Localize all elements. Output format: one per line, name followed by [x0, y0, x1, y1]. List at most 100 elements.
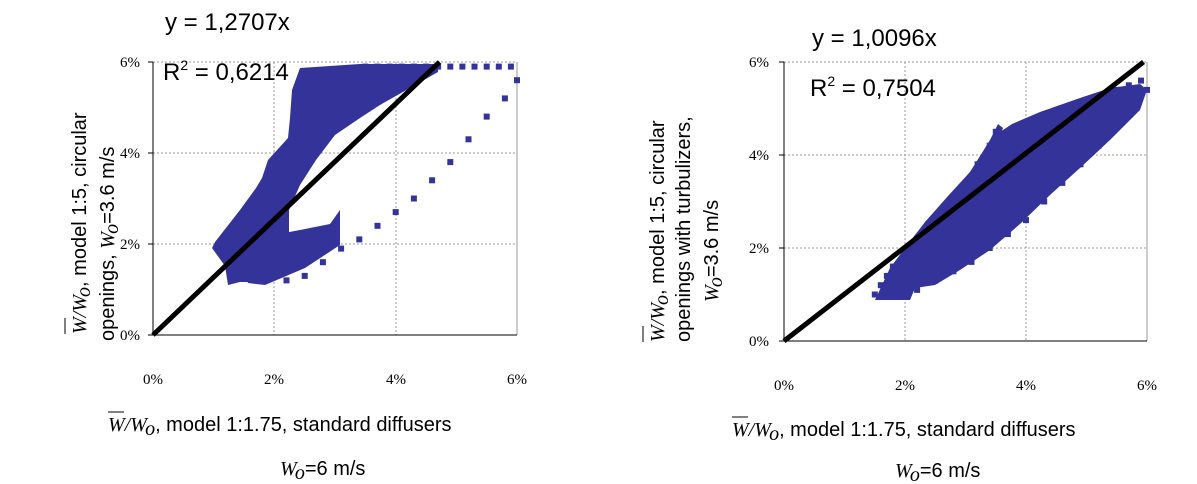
x-label-right-sub-o: o [769, 423, 779, 445]
x-axis-label-right-line1: W/Wo, model 1:1.75, standard diffusers [732, 419, 1076, 445]
data-point-left-37 [410, 195, 417, 202]
y-axis-label-left-line1: W/Wo, model 1:5, circular [69, 112, 95, 334]
data-point-left-43 [301, 272, 308, 279]
x-label-left-text2: =6 m/s [305, 458, 366, 480]
data-point-right-35 [968, 258, 975, 265]
chart-left: 6% 4% 2% 0% 0% 2% 4% 6% y = 1,2707x R2 =… [64, 9, 527, 484]
y-label-left-text2b: =3.6 m/s [97, 147, 119, 224]
y-tick-label-0-left: 0% [120, 328, 140, 344]
plot-area-left [148, 60, 520, 337]
y-label-left-text2a: openings, [97, 249, 119, 341]
y-label-left-wo2: W [97, 230, 119, 249]
data-point-left-38 [392, 209, 399, 216]
y-tick-label-6-right: 6% [749, 55, 769, 71]
y-tick-label-4-left: 4% [120, 146, 140, 162]
data-point-right-22 [1113, 86, 1120, 93]
data-point-left-13 [325, 104, 332, 111]
data-point-right-9 [962, 179, 969, 186]
y-label-right-wo2: W [701, 283, 723, 302]
data-point-right-11 [986, 142, 993, 149]
data-point-left-22 [410, 63, 417, 70]
data-point-right-37 [932, 277, 939, 284]
data-point-left-33 [483, 113, 490, 120]
data-point-left-10 [307, 145, 314, 152]
y-axis-label-left-line2: openings, Wo=3.6 m/s [97, 147, 123, 341]
x-label-left-sub-o2: o [295, 462, 305, 484]
data-point-right-3 [889, 263, 896, 270]
data-point-right-31 [1041, 198, 1048, 205]
y-label-right-wo: W [647, 301, 669, 320]
y-tick-label-4-right: 4% [749, 148, 769, 164]
y-tick-label-0-right: 0% [749, 334, 769, 350]
data-point-right-19 [1077, 100, 1084, 107]
y-label-left-slash: / [69, 309, 91, 318]
data-point-right-18 [1065, 105, 1072, 112]
x-label-right-sub-o2: o [910, 464, 920, 484]
data-point-left-27 [471, 63, 478, 70]
chart-right: 6% 4% 2% 0% 0% 2% 4% 6% y = 1,0096x R2 =… [642, 25, 1157, 484]
y-tick-labels-right: 6% 4% 2% 0% [749, 55, 769, 350]
data-point-left-7 [289, 186, 296, 193]
x-label-left-slash: / [124, 414, 133, 436]
y-tick-label-6-left: 6% [120, 55, 140, 71]
fit-equation-right: y = 1,0096x [812, 25, 937, 52]
data-point-left-14 [332, 90, 338, 97]
data-point-right-2 [883, 272, 890, 279]
data-point-left-31 [514, 77, 520, 84]
data-point-right-32 [1023, 217, 1029, 224]
data-cloud-right-body [875, 84, 1147, 300]
data-point-left-0 [247, 268, 254, 275]
x-label-right-slash: / [748, 419, 757, 441]
x-tick-labels-right: 0% 2% 4% 6% [774, 378, 1157, 394]
y-tick-label-2-left: 2% [120, 237, 140, 253]
data-point-right-4 [902, 249, 908, 256]
data-point-left-15 [338, 81, 345, 88]
data-point-right-33 [1004, 231, 1011, 238]
data-point-left-25 [447, 63, 454, 70]
fit-equation-left: y = 1,2707x [165, 9, 290, 36]
plot-area-right [779, 60, 1150, 343]
data-point-left-6 [283, 200, 290, 207]
data-cloud-left-body [212, 64, 438, 285]
data-point-left-3 [271, 250, 278, 257]
data-point-left-1 [253, 263, 260, 270]
data-point-right-12 [992, 128, 999, 135]
y-tick-label-2-right: 2% [749, 241, 769, 257]
data-point-left-29 [495, 63, 502, 70]
data-point-left-34 [465, 136, 472, 143]
r-squared-left-value: = 0,6214 [188, 59, 289, 86]
y-label-right-slash: / [647, 317, 669, 326]
data-point-right-34 [986, 245, 993, 251]
data-point-left-11 [313, 131, 320, 138]
data-point-left-20 [386, 63, 393, 70]
data-point-left-41 [338, 245, 345, 252]
x-tick-label-4-left: 4% [386, 372, 406, 388]
data-point-left-21 [398, 63, 405, 70]
data-point-left-42 [319, 259, 326, 266]
x-axis-label-left-line1: W/Wo, model 1:1.75, standard diffusers [108, 414, 452, 440]
r-squared-left-sup: 2 [180, 57, 188, 73]
y-label-left-sub-o2: o [101, 224, 123, 234]
r-squared-left: R2 = 0,6214 [163, 57, 289, 86]
x-tick-labels-left: 0% 2% 4% 6% [143, 372, 527, 388]
data-point-right-38 [914, 286, 921, 293]
r-squared-right-r: R [810, 75, 827, 102]
data-point-right-17 [1053, 110, 1060, 117]
data-point-left-36 [429, 177, 436, 184]
x-label-left-text1: , model 1:1.75, standard diffusers [155, 414, 451, 436]
y-label-left-sub-o: o [73, 287, 95, 297]
data-point-left-9 [301, 159, 308, 166]
data-point-left-18 [362, 63, 369, 70]
x-label-left-wo: W [130, 414, 149, 436]
data-point-left-2 [259, 259, 266, 266]
y-axis-label-right-line1: W/Wo, model 1:5, circular [647, 120, 673, 342]
x-tick-label-2-left: 2% [264, 372, 284, 388]
x-label-right-text2: =6 m/s [920, 460, 981, 482]
x-label-right-wo: W [754, 419, 773, 441]
x-tick-label-4-right: 4% [1016, 378, 1036, 394]
data-point-right-28 [1095, 142, 1102, 149]
x-tick-label-0-left: 0% [143, 372, 163, 388]
data-point-right-36 [950, 268, 957, 275]
r-squared-right-sup: 2 [827, 73, 835, 89]
